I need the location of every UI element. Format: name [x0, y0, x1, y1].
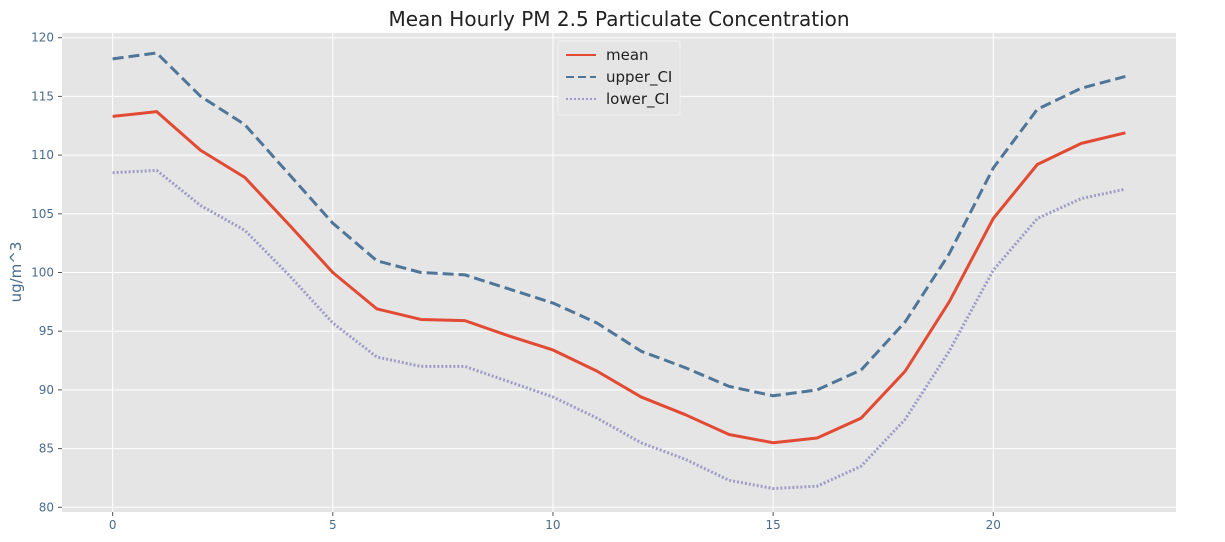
y-tick-label: 115 — [31, 89, 54, 103]
series-line-lower-ci — [112, 168, 1126, 491]
grid — [62, 33, 1176, 512]
series-lines — [112, 51, 1126, 491]
legend-label-lower-ci: lower_CI — [606, 90, 669, 109]
y-tick-label: 100 — [31, 266, 54, 280]
y-tick-label: 80 — [39, 500, 54, 514]
legend-label-mean: mean — [606, 46, 649, 64]
y-tick-label: 90 — [39, 383, 54, 397]
x-tick-label: 0 — [109, 518, 117, 532]
legend-box — [557, 40, 681, 116]
y-tick-label: 105 — [31, 207, 54, 221]
y-axis-label: ug/m^3 — [7, 242, 25, 303]
y-tick-label: 120 — [31, 31, 54, 45]
x-tick-label: 20 — [986, 518, 1001, 532]
series-line-upper-ci — [112, 51, 1126, 398]
x-tick-label: 5 — [329, 518, 337, 532]
y-tick-label: 110 — [31, 148, 54, 162]
legend: mean upper_CI lower_CI — [557, 40, 681, 116]
x-tick-label: 10 — [545, 518, 560, 532]
y-tick-label: 85 — [39, 442, 54, 456]
y-axis-ticks: 80 85 90 95 100 105 110 115 120 — [31, 31, 62, 514]
x-tick-label: 15 — [765, 518, 780, 532]
x-axis-ticks: 0 5 10 15 20 — [109, 512, 1001, 532]
series-line-mean — [112, 110, 1126, 445]
y-tick-label: 95 — [39, 324, 54, 338]
legend-label-upper-ci: upper_CI — [606, 68, 672, 87]
chart-title: Mean Hourly PM 2.5 Particulate Concentra… — [388, 7, 849, 31]
